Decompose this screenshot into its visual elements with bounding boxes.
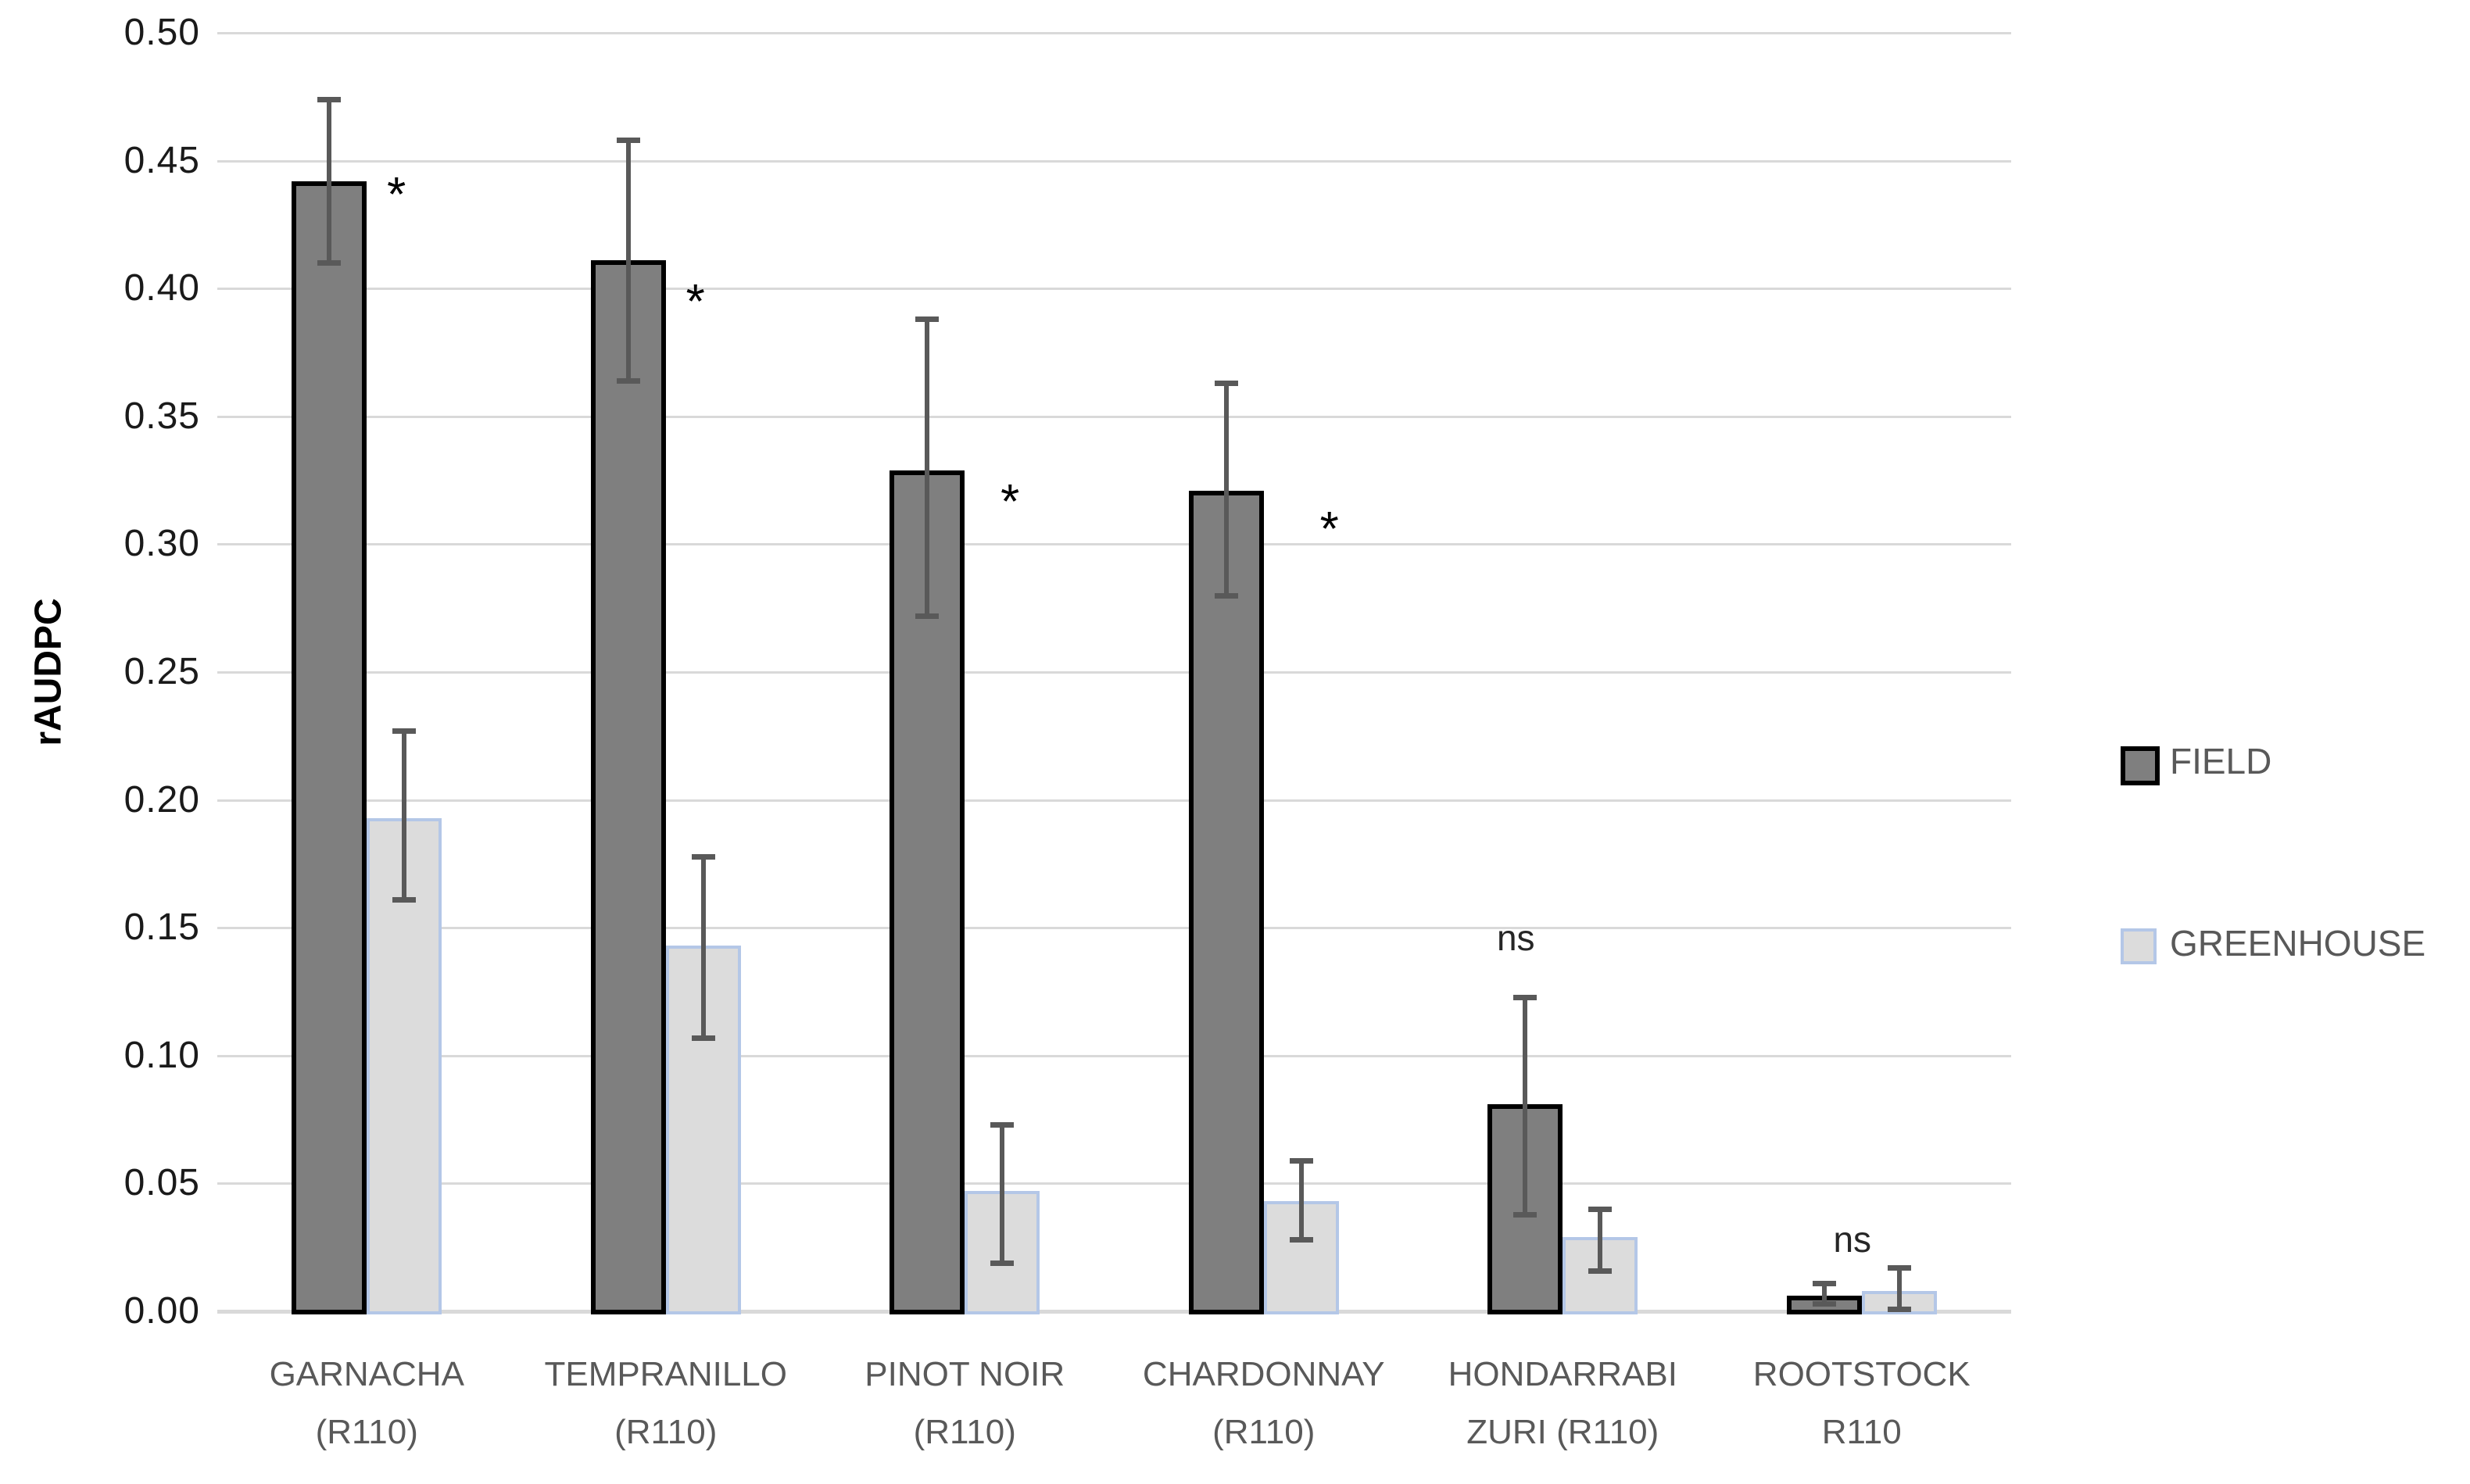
y-axis-title: rAUDPC: [27, 598, 70, 746]
significance-marker: *: [686, 275, 705, 330]
gridline: [217, 159, 2011, 163]
error-bar-cap: [691, 853, 715, 860]
error-bar: [1223, 383, 1229, 595]
error-bar-cap: [1812, 1301, 1836, 1307]
error-bar-cap: [1887, 1306, 1911, 1312]
error-bar-cap: [990, 1260, 1015, 1266]
gridline: [217, 927, 2011, 930]
x-category-label-line2: (R110): [315, 1413, 418, 1451]
error-bar-cap: [990, 1122, 1015, 1128]
error-bar-cap: [1588, 1207, 1613, 1213]
y-tick-label: 0.40: [123, 267, 200, 309]
y-tick-label: 0.35: [123, 395, 200, 437]
error-bar-cap: [1513, 994, 1537, 1000]
y-tick-label: 0.10: [123, 1034, 200, 1076]
x-category-label-line2: ZURI (R110): [1466, 1413, 1659, 1451]
gridline: [217, 415, 2011, 418]
error-bar: [1523, 996, 1528, 1214]
bar-greenhouse: [1563, 1237, 1638, 1314]
y-tick-label: 0.25: [123, 651, 200, 692]
error-bar-cap: [317, 97, 342, 103]
significance-marker: *: [387, 167, 406, 222]
x-category-label: CHARDONNAY (R110): [1108, 1346, 1420, 1461]
error-bar-cap: [317, 260, 342, 266]
x-category-label-line2: R110: [1821, 1413, 1902, 1451]
error-bar-cap: [915, 316, 940, 323]
error-bar-cap: [1214, 381, 1238, 387]
error-bar-cap: [616, 377, 640, 384]
error-bar-cap: [1812, 1281, 1836, 1286]
error-bar: [1598, 1209, 1603, 1271]
gridline: [217, 671, 2011, 674]
x-category-label-line1: TEMPRANILLO: [544, 1355, 787, 1393]
y-tick-label: 0.00: [123, 1290, 200, 1332]
error-bar: [1896, 1268, 1902, 1309]
gridline: [217, 1054, 2011, 1057]
gridline: [217, 543, 2011, 546]
x-category-label-line1: ROOTSTOCK: [1752, 1355, 1971, 1393]
significance-marker: ns: [1496, 917, 1535, 959]
greenhouse-legend-label: GREENHOUSE: [2170, 923, 2426, 964]
gridline: [217, 1182, 2011, 1185]
gridline: [217, 288, 2011, 291]
bar-field: [890, 470, 965, 1314]
x-category-label-line1: PINOT NOIR: [864, 1355, 1065, 1393]
error-bar: [1000, 1125, 1005, 1263]
y-tick-label: 0.15: [123, 906, 200, 949]
error-bar: [625, 140, 631, 381]
x-axis-baseline: [217, 1310, 2011, 1314]
error-bar-cap: [1289, 1157, 1313, 1164]
error-bar: [327, 99, 332, 263]
error-bar: [925, 319, 930, 616]
x-category-label-line1: HONDARRABI: [1448, 1355, 1677, 1393]
error-bar-cap: [1588, 1268, 1613, 1274]
x-category-label: HONDARRABI ZURI (R110): [1406, 1346, 1719, 1461]
x-category-label-line2: (R110): [1212, 1413, 1316, 1451]
y-tick-label: 0.30: [123, 523, 200, 565]
field-legend-swatch: [2121, 746, 2160, 785]
x-category-label-line2: (R110): [913, 1413, 1016, 1451]
error-bar-cap: [392, 897, 417, 903]
y-tick-label: 0.05: [123, 1162, 200, 1204]
significance-marker: *: [1319, 502, 1339, 557]
y-tick-label: 0.45: [123, 139, 200, 181]
x-category-label-line2: (R110): [614, 1413, 718, 1451]
error-bar-cap: [1887, 1265, 1911, 1271]
x-category-label: ROOTSTOCK R110: [1706, 1346, 2018, 1461]
x-category-label: TEMPRANILLO (R110): [510, 1346, 822, 1461]
error-bar: [1821, 1283, 1827, 1304]
significance-marker: *: [1001, 474, 1020, 529]
bar-field: [590, 260, 666, 1314]
gridline: [217, 799, 2011, 802]
greenhouse-legend-swatch: [2121, 928, 2157, 964]
error-bar-cap: [392, 728, 417, 735]
x-category-label: GARNACHA (R110): [210, 1346, 523, 1461]
y-tick-label: 0.50: [123, 12, 200, 53]
error-bar: [402, 731, 407, 900]
error-bar: [1298, 1160, 1304, 1240]
error-bar-cap: [691, 1035, 715, 1041]
error-bar-cap: [1289, 1237, 1313, 1243]
significance-marker: ns: [1833, 1219, 1872, 1261]
bar-field: [1188, 490, 1264, 1314]
gridline: [217, 32, 2011, 34]
y-tick-label: 0.20: [123, 778, 200, 821]
error-bar: [700, 856, 706, 1038]
field-legend-label: FIELD: [2170, 741, 2272, 781]
x-category-label-line1: CHARDONNAY: [1142, 1355, 1385, 1393]
error-bar-cap: [616, 138, 640, 144]
x-category-label-line1: GARNACHA: [269, 1355, 464, 1393]
error-bar-cap: [915, 613, 940, 620]
error-bar-cap: [1513, 1211, 1537, 1218]
x-category-label: PINOT NOIR (R110): [808, 1346, 1121, 1461]
error-bar-cap: [1214, 592, 1238, 599]
bar-field: [292, 181, 367, 1314]
